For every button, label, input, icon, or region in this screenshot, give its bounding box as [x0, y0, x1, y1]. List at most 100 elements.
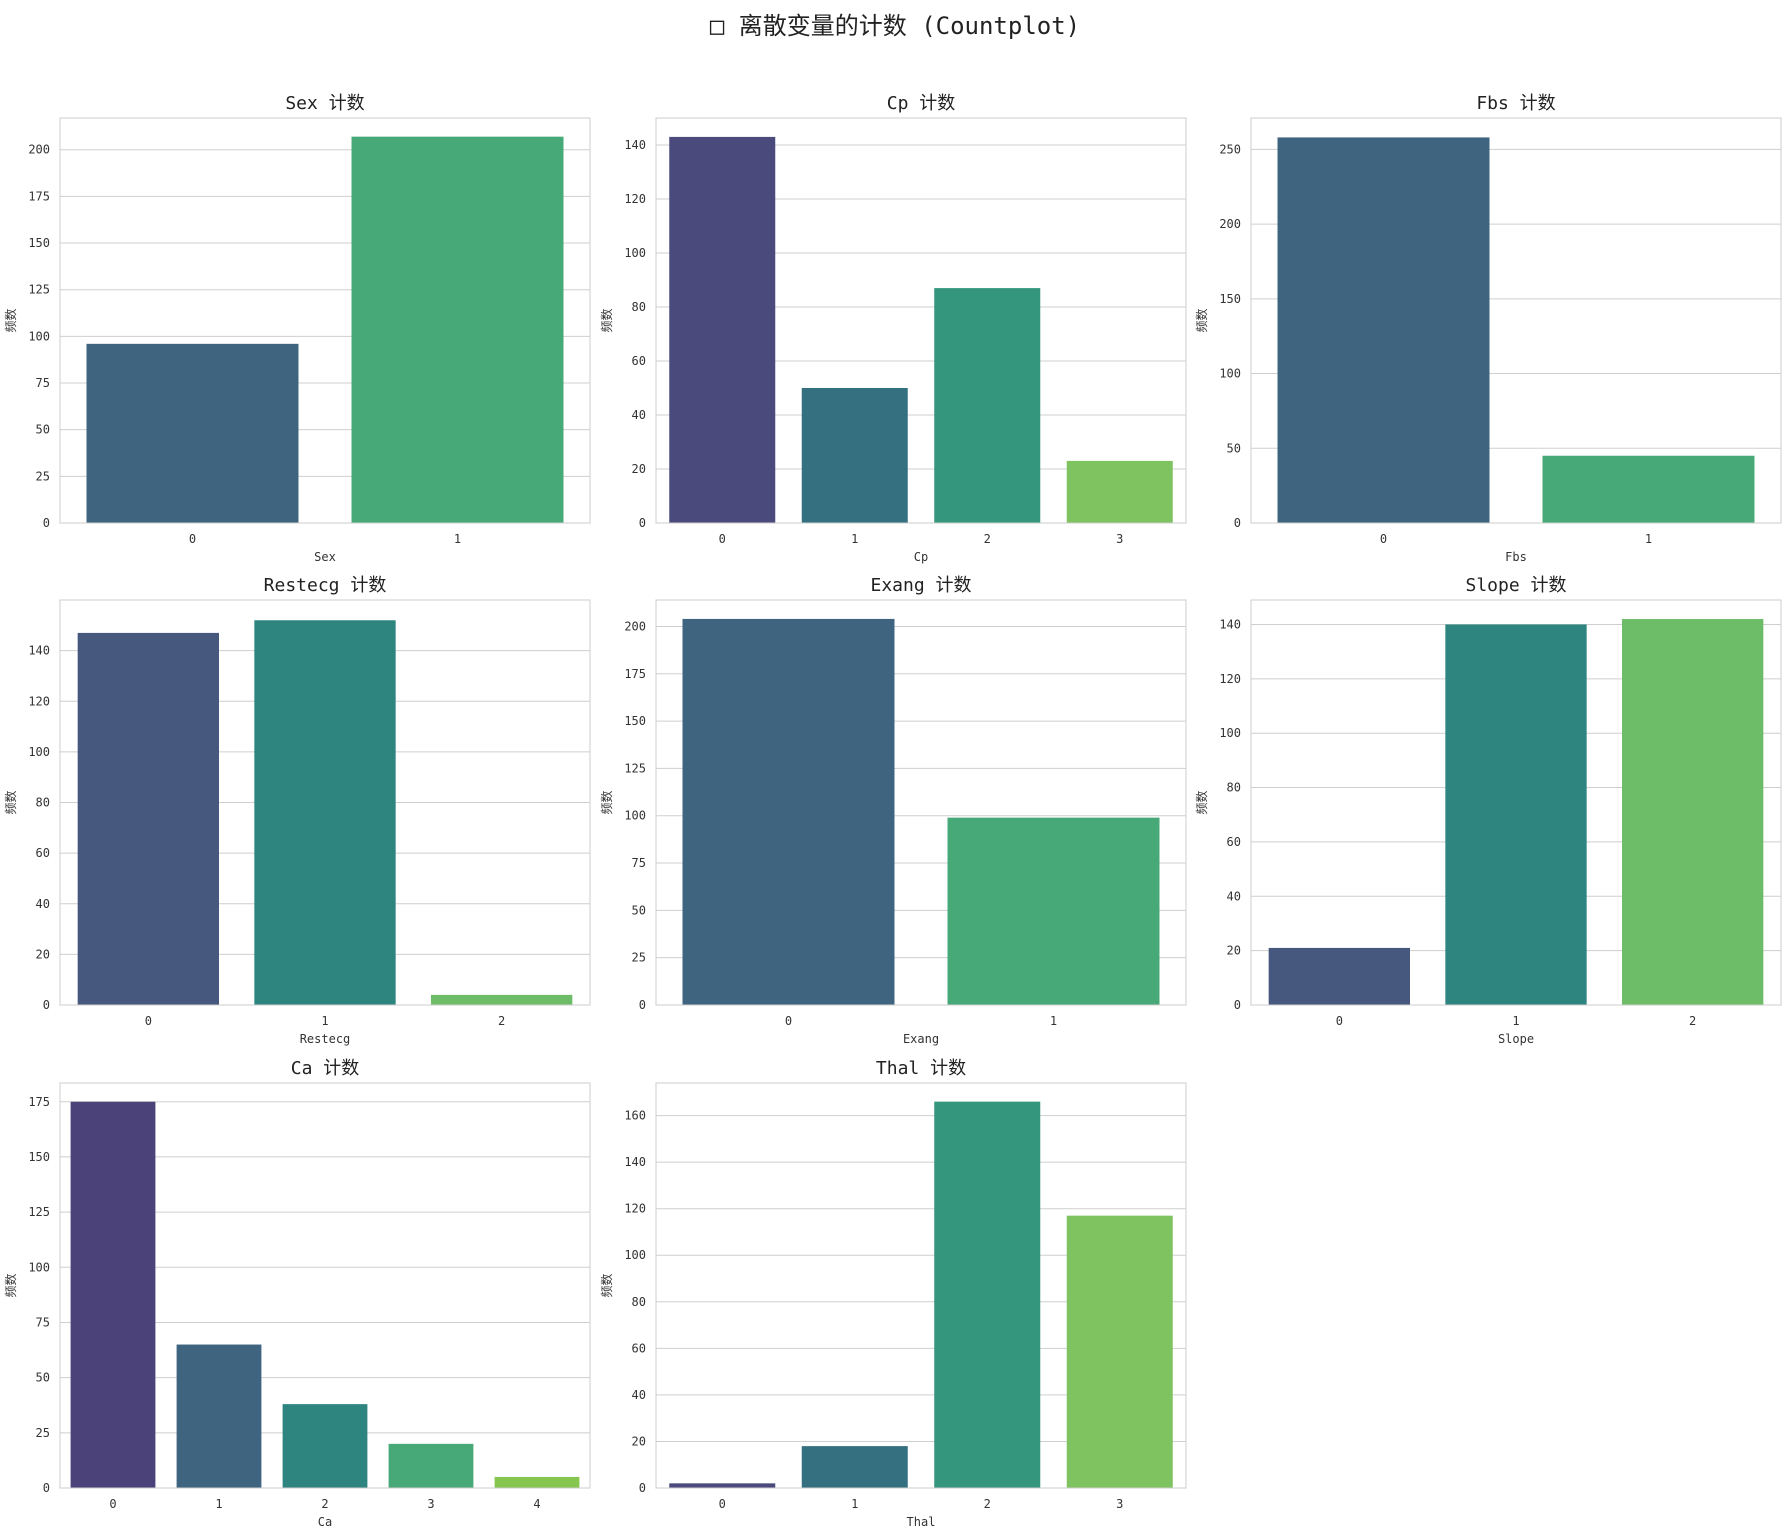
x-tick-label: 0 [785, 1014, 792, 1028]
bar-restecg-2[interactable] [431, 994, 573, 1005]
chart-panel-slope: 0 20 40 60 80 100 120 140 0 1 2 Slope 计数 Slope 频数 [1194, 575, 1782, 1046]
y-tick-label: 150 [28, 236, 50, 250]
x-axis-label: Exang [903, 1032, 939, 1046]
x-tick-label: 1 [851, 532, 858, 546]
y-tick-label: 50 [632, 903, 646, 917]
bar-ca-3[interactable] [388, 1443, 474, 1488]
chart-title: Ca 计数 [291, 1058, 360, 1079]
y-tick-label: 0 [639, 516, 646, 530]
y-tick-label: 100 [1219, 367, 1241, 381]
y-axis-label: 频数 [1194, 790, 1209, 814]
y-tick-label: 0 [43, 1481, 50, 1495]
bar-ca-2[interactable] [282, 1404, 368, 1488]
bar-exang-0[interactable] [682, 618, 895, 1005]
y-tick-label: 150 [1219, 292, 1241, 306]
y-tick-label: 50 [36, 423, 50, 437]
y-tick-label: 140 [1219, 617, 1241, 631]
y-tick-label: 125 [28, 1205, 50, 1219]
y-tick-label: 140 [624, 138, 646, 152]
y-tick-label: 250 [1219, 142, 1241, 156]
y-tick-label: 175 [28, 189, 50, 203]
y-tick-label: 25 [36, 1426, 50, 1440]
y-tick-label: 125 [28, 283, 50, 297]
y-tick-label: 140 [624, 1155, 646, 1169]
x-tick-label: 1 [321, 1014, 328, 1028]
bar-cp-0[interactable] [669, 136, 776, 523]
chart-panel-restecg: 0 20 40 60 80 100 120 140 0 1 2 Restecg 计数 Restecg 频数 [3, 575, 591, 1046]
y-tick-label: 75 [36, 376, 50, 390]
x-axis-label: Restecg [300, 1032, 351, 1046]
bar-thal-1[interactable] [801, 1446, 908, 1488]
axes-frame [59, 117, 591, 524]
bar-sex-1[interactable] [351, 136, 564, 524]
bar-fbs-0[interactable] [1277, 137, 1490, 523]
y-tick-label: 75 [36, 1315, 50, 1329]
axes-frame [655, 1082, 1187, 1489]
bar-cp-3[interactable] [1066, 460, 1173, 523]
x-tick-label: 3 [1116, 532, 1123, 546]
bar-restecg-1[interactable] [254, 620, 396, 1005]
bar-slope-0[interactable] [1268, 947, 1410, 1005]
x-tick-label: 1 [215, 1497, 222, 1511]
y-tick-label: 40 [1227, 889, 1241, 903]
bar-ca-0[interactable] [70, 1101, 156, 1488]
y-tick-label: 80 [1227, 781, 1241, 795]
y-tick-label: 200 [28, 143, 50, 157]
y-tick-label: 100 [624, 246, 646, 260]
y-tick-label: 80 [36, 796, 50, 810]
y-tick-label: 120 [624, 1202, 646, 1216]
x-tick-label: 1 [454, 532, 461, 546]
bar-cp-2[interactable] [934, 288, 1041, 523]
bar-slope-2[interactable] [1622, 619, 1764, 1005]
chart-title: Cp 计数 [887, 93, 956, 114]
x-tick-label: 3 [1116, 1497, 1123, 1511]
y-tick-label: 75 [632, 856, 646, 870]
chart-panel-exang: 0 25 50 75 100 125 150 175 200 0 1 Exang 计数 Exang 频数 [599, 575, 1187, 1046]
y-tick-label: 140 [28, 644, 50, 658]
bar-cp-1[interactable] [801, 388, 908, 523]
axes-frame [655, 117, 1187, 524]
x-tick-label: 2 [321, 1497, 328, 1511]
bar-thal-2[interactable] [934, 1101, 1041, 1488]
bar-slope-1[interactable] [1445, 624, 1587, 1005]
x-tick-label: 1 [1645, 532, 1652, 546]
chart-title: Sex 计数 [285, 93, 364, 114]
axes-frame [655, 599, 1187, 1006]
chart-panel-ca: 0 25 50 75 100 125 150 175 0 1 2 3 4 Ca 计数 Ca 频数 [3, 1058, 591, 1529]
y-tick-label: 120 [1219, 672, 1241, 686]
x-tick-label: 0 [719, 532, 726, 546]
y-axis-label: 频数 [3, 790, 18, 814]
bar-fbs-1[interactable] [1542, 455, 1755, 523]
bar-ca-4[interactable] [494, 1476, 580, 1488]
bar-sex-0[interactable] [86, 343, 299, 523]
y-tick-label: 40 [36, 897, 50, 911]
bar-thal-0[interactable] [669, 1483, 776, 1488]
chart-panel-sex: 0 25 50 75 100 125 150 175 200 0 1 Sex 计数 Sex 频数 [3, 93, 591, 564]
axes-frame [1250, 599, 1782, 1006]
y-tick-label: 100 [28, 745, 50, 759]
axes-frame [59, 599, 591, 1006]
chart-panel-fbs: 0 50 100 150 200 250 0 1 Fbs 计数 Fbs 频数 [1194, 93, 1782, 564]
y-tick-label: 40 [632, 408, 646, 422]
y-tick-label: 0 [43, 516, 50, 530]
y-tick-label: 60 [632, 354, 646, 368]
y-tick-label: 100 [624, 809, 646, 823]
y-tick-label: 150 [624, 714, 646, 728]
chart-title: Fbs 计数 [1476, 93, 1555, 114]
bar-thal-3[interactable] [1066, 1215, 1173, 1488]
y-tick-label: 200 [1219, 217, 1241, 231]
y-tick-label: 20 [632, 462, 646, 476]
x-axis-label: Cp [914, 550, 928, 564]
bar-restecg-0[interactable] [77, 632, 220, 1005]
y-tick-label: 0 [43, 998, 50, 1012]
bar-ca-1[interactable] [176, 1344, 262, 1488]
y-tick-label: 160 [624, 1109, 646, 1123]
y-tick-label: 20 [36, 947, 50, 961]
x-tick-label: 3 [427, 1497, 434, 1511]
y-tick-label: 0 [1234, 998, 1241, 1012]
y-tick-label: 40 [632, 1388, 646, 1402]
y-tick-label: 100 [1219, 726, 1241, 740]
chart-title: Restecg 计数 [264, 575, 387, 596]
bar-exang-1[interactable] [947, 817, 1160, 1005]
